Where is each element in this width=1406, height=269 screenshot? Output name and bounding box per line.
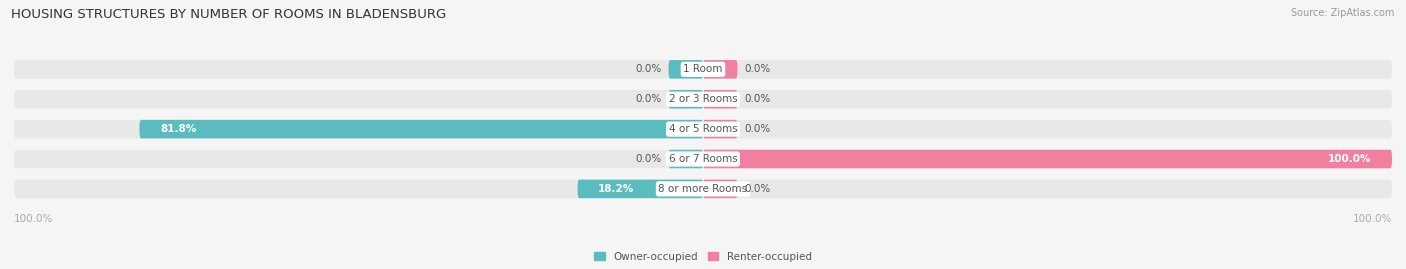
FancyBboxPatch shape <box>14 150 1392 168</box>
Text: 0.0%: 0.0% <box>744 94 770 104</box>
Text: Source: ZipAtlas.com: Source: ZipAtlas.com <box>1291 8 1395 18</box>
Text: 81.8%: 81.8% <box>160 124 197 134</box>
FancyBboxPatch shape <box>669 90 703 108</box>
Text: 0.0%: 0.0% <box>636 154 662 164</box>
FancyBboxPatch shape <box>703 90 738 108</box>
Text: 4 or 5 Rooms: 4 or 5 Rooms <box>669 124 737 134</box>
FancyBboxPatch shape <box>669 60 703 79</box>
Text: 1 Room: 1 Room <box>683 64 723 74</box>
FancyBboxPatch shape <box>139 120 703 138</box>
Text: HOUSING STRUCTURES BY NUMBER OF ROOMS IN BLADENSBURG: HOUSING STRUCTURES BY NUMBER OF ROOMS IN… <box>11 8 447 21</box>
Text: 0.0%: 0.0% <box>636 94 662 104</box>
FancyBboxPatch shape <box>703 180 738 198</box>
Text: 0.0%: 0.0% <box>636 64 662 74</box>
Text: 100.0%: 100.0% <box>1327 154 1371 164</box>
Text: 0.0%: 0.0% <box>744 124 770 134</box>
FancyBboxPatch shape <box>14 120 1392 138</box>
FancyBboxPatch shape <box>14 90 1392 108</box>
Text: 8 or more Rooms: 8 or more Rooms <box>658 184 748 194</box>
FancyBboxPatch shape <box>703 120 738 138</box>
Text: 6 or 7 Rooms: 6 or 7 Rooms <box>669 154 737 164</box>
FancyBboxPatch shape <box>14 60 1392 79</box>
Text: 100.0%: 100.0% <box>1353 214 1392 224</box>
FancyBboxPatch shape <box>703 150 1392 168</box>
FancyBboxPatch shape <box>669 150 703 168</box>
FancyBboxPatch shape <box>14 180 1392 198</box>
Text: 0.0%: 0.0% <box>744 184 770 194</box>
FancyBboxPatch shape <box>578 180 703 198</box>
Text: 18.2%: 18.2% <box>599 184 634 194</box>
Text: 0.0%: 0.0% <box>744 64 770 74</box>
Text: 100.0%: 100.0% <box>14 214 53 224</box>
Legend: Owner-occupied, Renter-occupied: Owner-occupied, Renter-occupied <box>591 247 815 266</box>
Text: 2 or 3 Rooms: 2 or 3 Rooms <box>669 94 737 104</box>
FancyBboxPatch shape <box>703 60 738 79</box>
